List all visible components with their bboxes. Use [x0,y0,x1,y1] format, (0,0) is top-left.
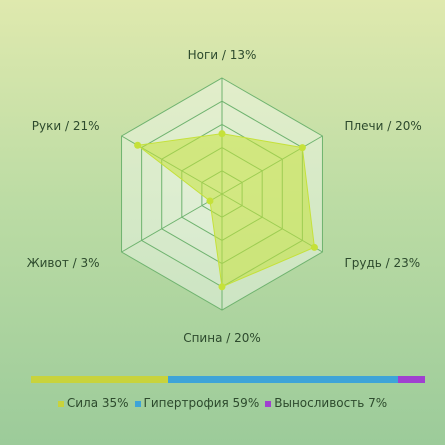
legend-swatch [57,401,64,407]
radar-point [218,130,226,138]
legend: Сила 35% Гипертрофия 59% Выносливость 7% [0,396,445,410]
legend-label: Сила 35% [66,396,129,410]
radar-point [134,141,142,149]
radar-point [206,197,214,205]
radar-axis-label: Спина / 20% [183,331,261,345]
radar-axis-label: Плечи / 20% [344,119,421,133]
legend-item: Выносливость 7% [265,396,387,410]
distribution-segment [31,376,168,383]
radar-data-points [134,130,318,291]
legend-item: Сила 35% [57,396,129,410]
radar-axis-labels: Ноги / 13% Плечи / 20% Грудь / 23% Спина / … [27,48,422,345]
radar-axis-label: Ноги / 13% [188,48,257,62]
radar-axis-label: Руки / 21% [32,119,100,133]
radar-point [218,283,226,291]
radar-axis-label: Грудь / 23% [344,256,420,270]
legend-swatch [265,401,272,407]
radar-point [310,243,318,251]
radar-axis-label: Живот / 3% [27,256,100,270]
distribution-segment [167,376,398,383]
legend-item: Гипертрофия 59% [134,396,260,410]
legend-label: Выносливость 7% [274,396,388,410]
distribution-segment [397,376,425,383]
legend-label: Гипертрофия 59% [143,396,260,410]
radar-spoke [121,193,223,253]
radar-point [298,144,306,152]
legend-swatch [134,401,141,407]
distribution-bar [31,376,425,383]
